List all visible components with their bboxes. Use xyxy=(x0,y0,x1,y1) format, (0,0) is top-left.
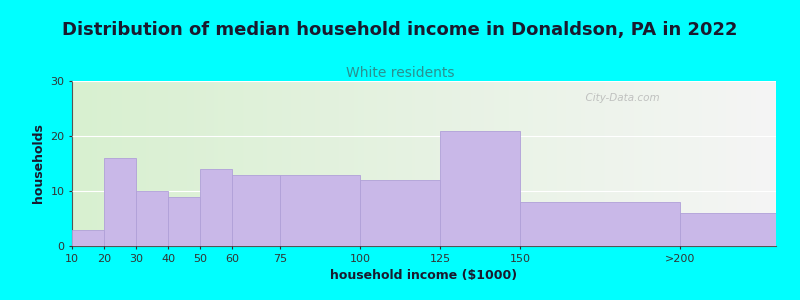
Bar xyxy=(360,180,440,246)
Bar xyxy=(440,130,520,246)
Text: Distribution of median household income in Donaldson, PA in 2022: Distribution of median household income … xyxy=(62,21,738,39)
Bar xyxy=(136,191,168,246)
Bar xyxy=(232,175,280,246)
Bar xyxy=(72,230,104,246)
Bar xyxy=(104,158,136,246)
Bar xyxy=(200,169,232,246)
Bar xyxy=(680,213,776,246)
Bar xyxy=(168,196,200,246)
Bar xyxy=(280,175,360,246)
X-axis label: household income ($1000): household income ($1000) xyxy=(330,269,518,282)
Text: White residents: White residents xyxy=(346,66,454,80)
Y-axis label: households: households xyxy=(32,124,45,203)
Text: City-Data.com: City-Data.com xyxy=(579,92,659,103)
Bar xyxy=(520,202,680,246)
